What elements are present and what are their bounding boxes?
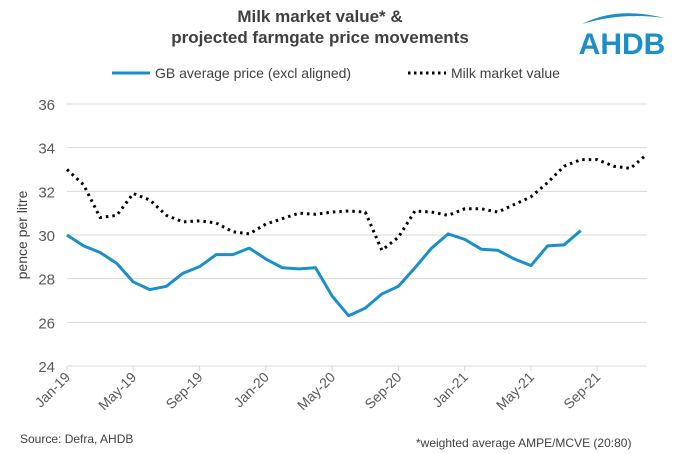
x-tick-label: Jan-20 <box>230 369 272 411</box>
x-tick-label: May-19 <box>95 369 139 413</box>
chart-title: Milk market value* & projected farmgate … <box>150 6 490 48</box>
x-tick-label: Sep-20 <box>361 369 404 412</box>
y-tick-label: 36 <box>38 97 55 114</box>
series-line-milk-market-value <box>65 153 648 252</box>
series-line-gb-average-price <box>66 229 582 318</box>
y-tick-label: 32 <box>38 184 55 201</box>
legend-label-mmv: Milk market value <box>451 65 560 81</box>
title-line-2: projected farmgate price movements <box>171 28 469 47</box>
y-tick-label: 28 <box>38 272 55 289</box>
x-tick-label: Jan-21 <box>429 369 471 411</box>
x-tick-label: May-21 <box>493 369 537 413</box>
x-tick-label: May-20 <box>294 369 338 413</box>
source-note: Source: Defra, AHDB <box>20 432 134 446</box>
legend-label-gb: GB average price (excl aligned) <box>155 65 351 81</box>
y-tick-label: 34 <box>38 141 55 158</box>
x-tick-label: Sep-21 <box>560 369 603 412</box>
y-axis-label: pence per litre <box>14 190 30 279</box>
y-tick-label: 30 <box>38 228 55 245</box>
y-tick-label: 24 <box>38 359 55 376</box>
ahdb-logo: AHDB <box>579 13 666 61</box>
y-tick-label: 26 <box>38 315 55 332</box>
logo-text: AHDB <box>579 28 666 61</box>
title-line-1: Milk market value* & <box>237 7 403 26</box>
x-tick-label: Sep-19 <box>162 369 205 412</box>
logo-swoosh <box>582 13 664 24</box>
footnote: *weighted average AMPE/MCVE (20:80) <box>416 436 632 450</box>
